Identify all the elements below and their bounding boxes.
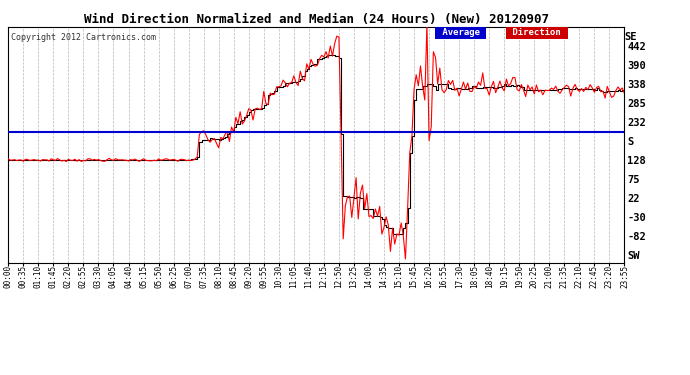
Text: Direction: Direction [507,28,566,37]
Text: Copyright 2012 Cartronics.com: Copyright 2012 Cartronics.com [11,33,157,42]
Title: Wind Direction Normalized and Median (24 Hours) (New) 20120907: Wind Direction Normalized and Median (24… [84,13,549,26]
Text: SE: SE [624,32,637,42]
Text: Average: Average [437,28,485,37]
